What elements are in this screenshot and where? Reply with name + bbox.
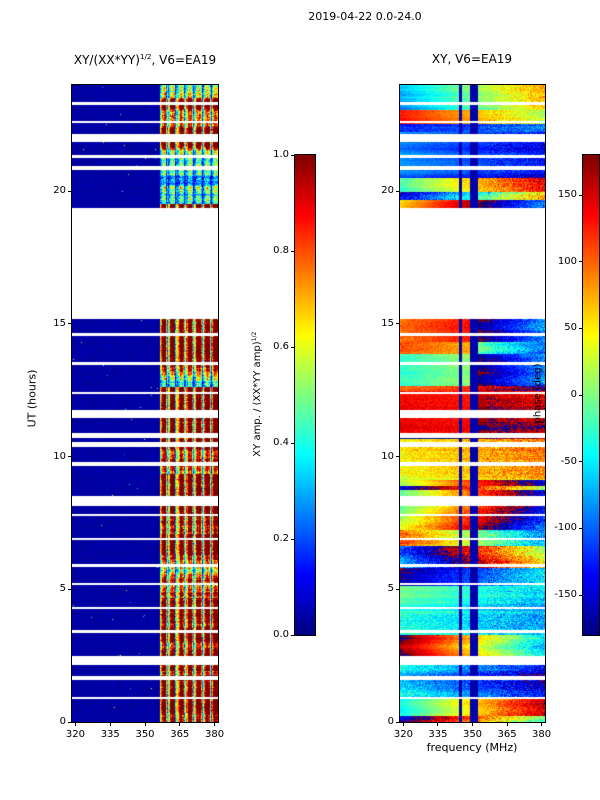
colorbar-tick-label: 150 [557, 189, 577, 200]
y-tick-mark [68, 456, 72, 458]
right-colorbar-frame [582, 154, 600, 636]
y-tick-label: 0 [59, 716, 66, 727]
y-axis-label: UT (hours) [25, 369, 39, 428]
x-tick-label: 335 [100, 729, 120, 740]
x-tick-mark [402, 722, 404, 726]
left-plot-title-suffix: , V6=EA19 [151, 53, 217, 67]
x-tick-label: 350 [135, 729, 155, 740]
y-tick-mark [396, 721, 400, 723]
y-tick-label: 0 [387, 716, 394, 727]
y-tick-label: 10 [53, 450, 66, 462]
left-plot-title-main: XY/(XX*YY) [73, 53, 140, 67]
y-tick-mark [68, 721, 72, 723]
colorbar-tick-label: 0 [570, 389, 577, 400]
right-plot-canvas [400, 85, 545, 722]
colorbar-tick-label: 0.0 [273, 629, 289, 640]
colorbar-tick-label: -150 [554, 589, 577, 600]
y-tick-label: 15 [381, 317, 394, 329]
y-tick-mark [68, 323, 72, 325]
colorbar-tick-mark [291, 538, 295, 540]
x-tick-label: 365 [497, 729, 517, 740]
x-tick-mark [74, 722, 76, 726]
colorbar-tick-label: -100 [554, 522, 577, 534]
x-tick-label: 380 [204, 729, 225, 740]
left-plot-frame [71, 84, 219, 723]
colorbar-tick-label: 0.4 [273, 437, 289, 448]
x-tick-label: 335 [428, 729, 448, 740]
colorbar-tick-mark [579, 527, 583, 529]
x-tick-mark [144, 722, 146, 726]
y-tick-label: 20 [381, 185, 394, 197]
y-tick-mark [68, 588, 72, 590]
x-tick-mark [541, 722, 543, 726]
colorbar-tick-label: 50 [564, 322, 577, 334]
left-colorbar-frame [294, 154, 316, 636]
colorbar-tick-mark [291, 442, 295, 444]
x-tick-label: 320 [393, 729, 413, 740]
x-tick-mark [109, 722, 111, 726]
colorbar-tick-label: -50 [560, 455, 577, 467]
x-tick-mark [179, 722, 181, 726]
colorbar-tick-mark [291, 634, 295, 636]
x-tick-mark [214, 722, 216, 726]
x-axis-label: frequency (MHz) [426, 741, 518, 754]
colorbar-tick-label: 0.2 [273, 533, 289, 544]
colorbar-tick-mark [291, 154, 295, 156]
left-plot-title-sup: 1/2 [139, 52, 152, 61]
left-colorbar-label: XY amp. / (XX*YY amp)1/2 [251, 244, 263, 544]
y-tick-label: 20 [53, 185, 66, 197]
colorbar-tick-mark [291, 346, 295, 348]
x-tick-label: 350 [462, 729, 483, 740]
y-tick-mark [68, 190, 72, 192]
x-tick-mark [506, 722, 508, 726]
colorbar-tick-label: 0.8 [273, 245, 289, 256]
colorbar-tick-mark [579, 261, 583, 263]
right-plot-frame [399, 84, 546, 723]
left-colorbar [295, 155, 315, 635]
colorbar-tick-label: 0.6 [273, 341, 289, 352]
y-tick-label: 10 [381, 450, 394, 462]
x-tick-mark [472, 722, 473, 726]
x-tick-mark [437, 722, 439, 726]
y-tick-label: 5 [59, 583, 66, 595]
colorbar-tick-mark [291, 250, 295, 252]
y-tick-mark [396, 588, 400, 590]
colorbar-tick-mark [579, 594, 583, 596]
colorbar-tick-mark [579, 394, 583, 396]
colorbar-tick-mark [579, 461, 583, 463]
y-tick-label: 5 [387, 583, 394, 595]
x-tick-label: 320 [65, 729, 86, 740]
left-plot-canvas [72, 85, 218, 722]
colorbar-tick-mark [579, 327, 583, 329]
right-plot-title: XY, V6=EA19 [431, 52, 513, 66]
left-plot-title: XY/(XX*YY)1/2, V6=EA19 [35, 52, 255, 67]
y-tick-mark [396, 190, 400, 192]
right-colorbar [583, 155, 599, 635]
figure-title: 2019-04-22 0.0-24.0 [308, 10, 422, 23]
x-tick-label: 380 [532, 729, 552, 740]
colorbar-tick-label: 100 [557, 255, 577, 267]
y-tick-mark [396, 323, 400, 325]
y-tick-mark [396, 456, 400, 458]
y-tick-label: 15 [53, 317, 66, 329]
x-tick-label: 365 [170, 729, 190, 740]
colorbar-tick-label: 1.0 [273, 149, 289, 160]
colorbar-tick-mark [579, 194, 583, 196]
